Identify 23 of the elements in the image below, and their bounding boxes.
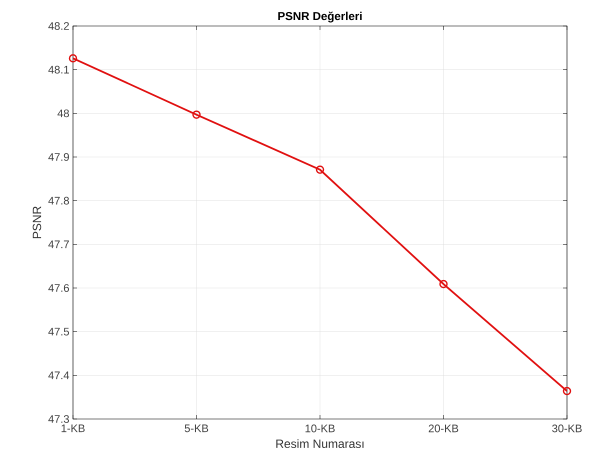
y-tick-label: 47.5: [48, 328, 69, 336]
x-tick-label: 10-KB: [306, 424, 335, 432]
x-tick-label: 20-KB: [428, 424, 458, 432]
chart-title: PSNR Değerleri: [278, 12, 362, 22]
y-tick-label: 48.1: [48, 66, 69, 74]
y-tick-label: 47.7: [48, 240, 69, 248]
y-tick-label: 48.2: [48, 22, 69, 30]
y-tick-label: 48: [57, 109, 69, 118]
y-tick-label: 47.8: [48, 196, 69, 205]
x-tick-label: 1-KB: [62, 424, 85, 432]
point: [316, 165, 324, 174]
point: [439, 280, 448, 288]
y-tick-label: 47.9: [48, 153, 69, 161]
x-tick-label: 30-KB: [552, 424, 582, 432]
x-axis-title: Resim Numarası: [276, 439, 364, 448]
y-tick-label: 47.4: [48, 372, 70, 380]
x-tick-label: 5-KB: [184, 424, 208, 432]
y-axis-title: PSNR: [32, 206, 42, 238]
point: [562, 386, 572, 396]
y-tick-label: 47.3: [48, 415, 69, 423]
point: [192, 110, 201, 119]
y-tick-label: 47.6: [48, 284, 69, 292]
point: [68, 54, 78, 63]
